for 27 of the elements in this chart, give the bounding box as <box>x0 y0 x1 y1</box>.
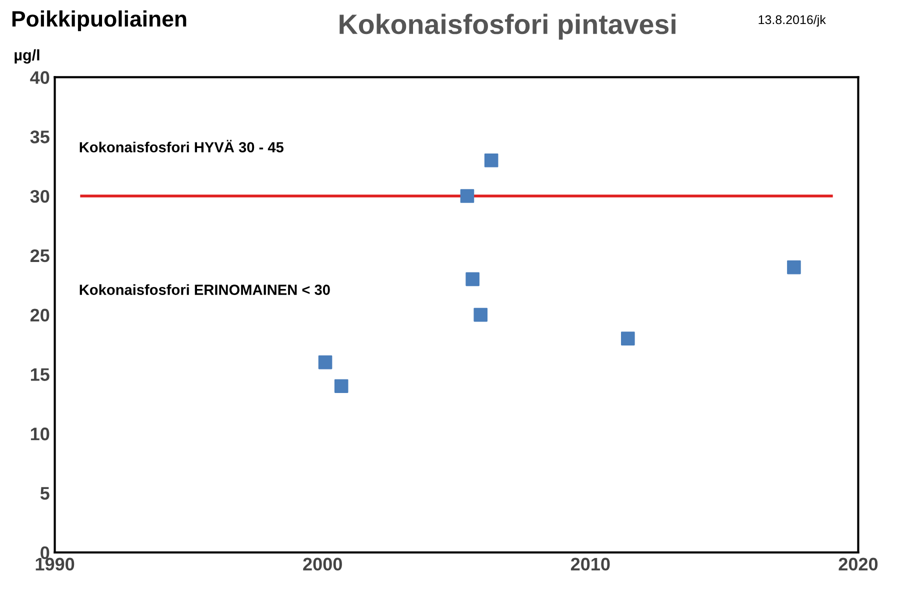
point <box>620 332 635 346</box>
y-tick-label: 0 <box>40 546 50 560</box>
x-tick-label: 2020 <box>838 558 878 571</box>
y-tick-label: 20 <box>30 308 50 322</box>
y-tick-label: 10 <box>30 428 50 440</box>
x-tick-label: 2010 <box>570 558 610 571</box>
x-tick-label: 2000 <box>303 558 342 571</box>
y-tick-label: 35 <box>30 130 50 144</box>
point <box>460 189 474 203</box>
point <box>334 379 348 394</box>
point <box>787 260 801 274</box>
x-tick-label: 1990 <box>36 558 74 571</box>
y-tick-label: 5 <box>40 487 50 500</box>
y-tick-label: 15 <box>30 368 50 381</box>
text: 13.8.2016/jk <box>758 14 826 27</box>
y-tick-label: 30 <box>30 190 50 203</box>
point <box>318 355 332 370</box>
annotation: Kokonaisfosfori HYVÄ 30 - 45 <box>80 140 284 152</box>
y-tick-label: 25 <box>30 249 50 262</box>
chart-subtitle: Poikkipuoliainen <box>12 10 186 32</box>
point <box>474 308 488 322</box>
y-tick-label: 40 <box>30 71 50 84</box>
point <box>484 153 498 168</box>
chart-title: Kokonaisfosfori pintavesi <box>340 14 676 40</box>
y-axis-title: µg/l <box>14 49 40 64</box>
annotation: Kokonaisfosfori ERINOMAINEN < 30 <box>80 284 330 295</box>
point <box>466 272 480 286</box>
